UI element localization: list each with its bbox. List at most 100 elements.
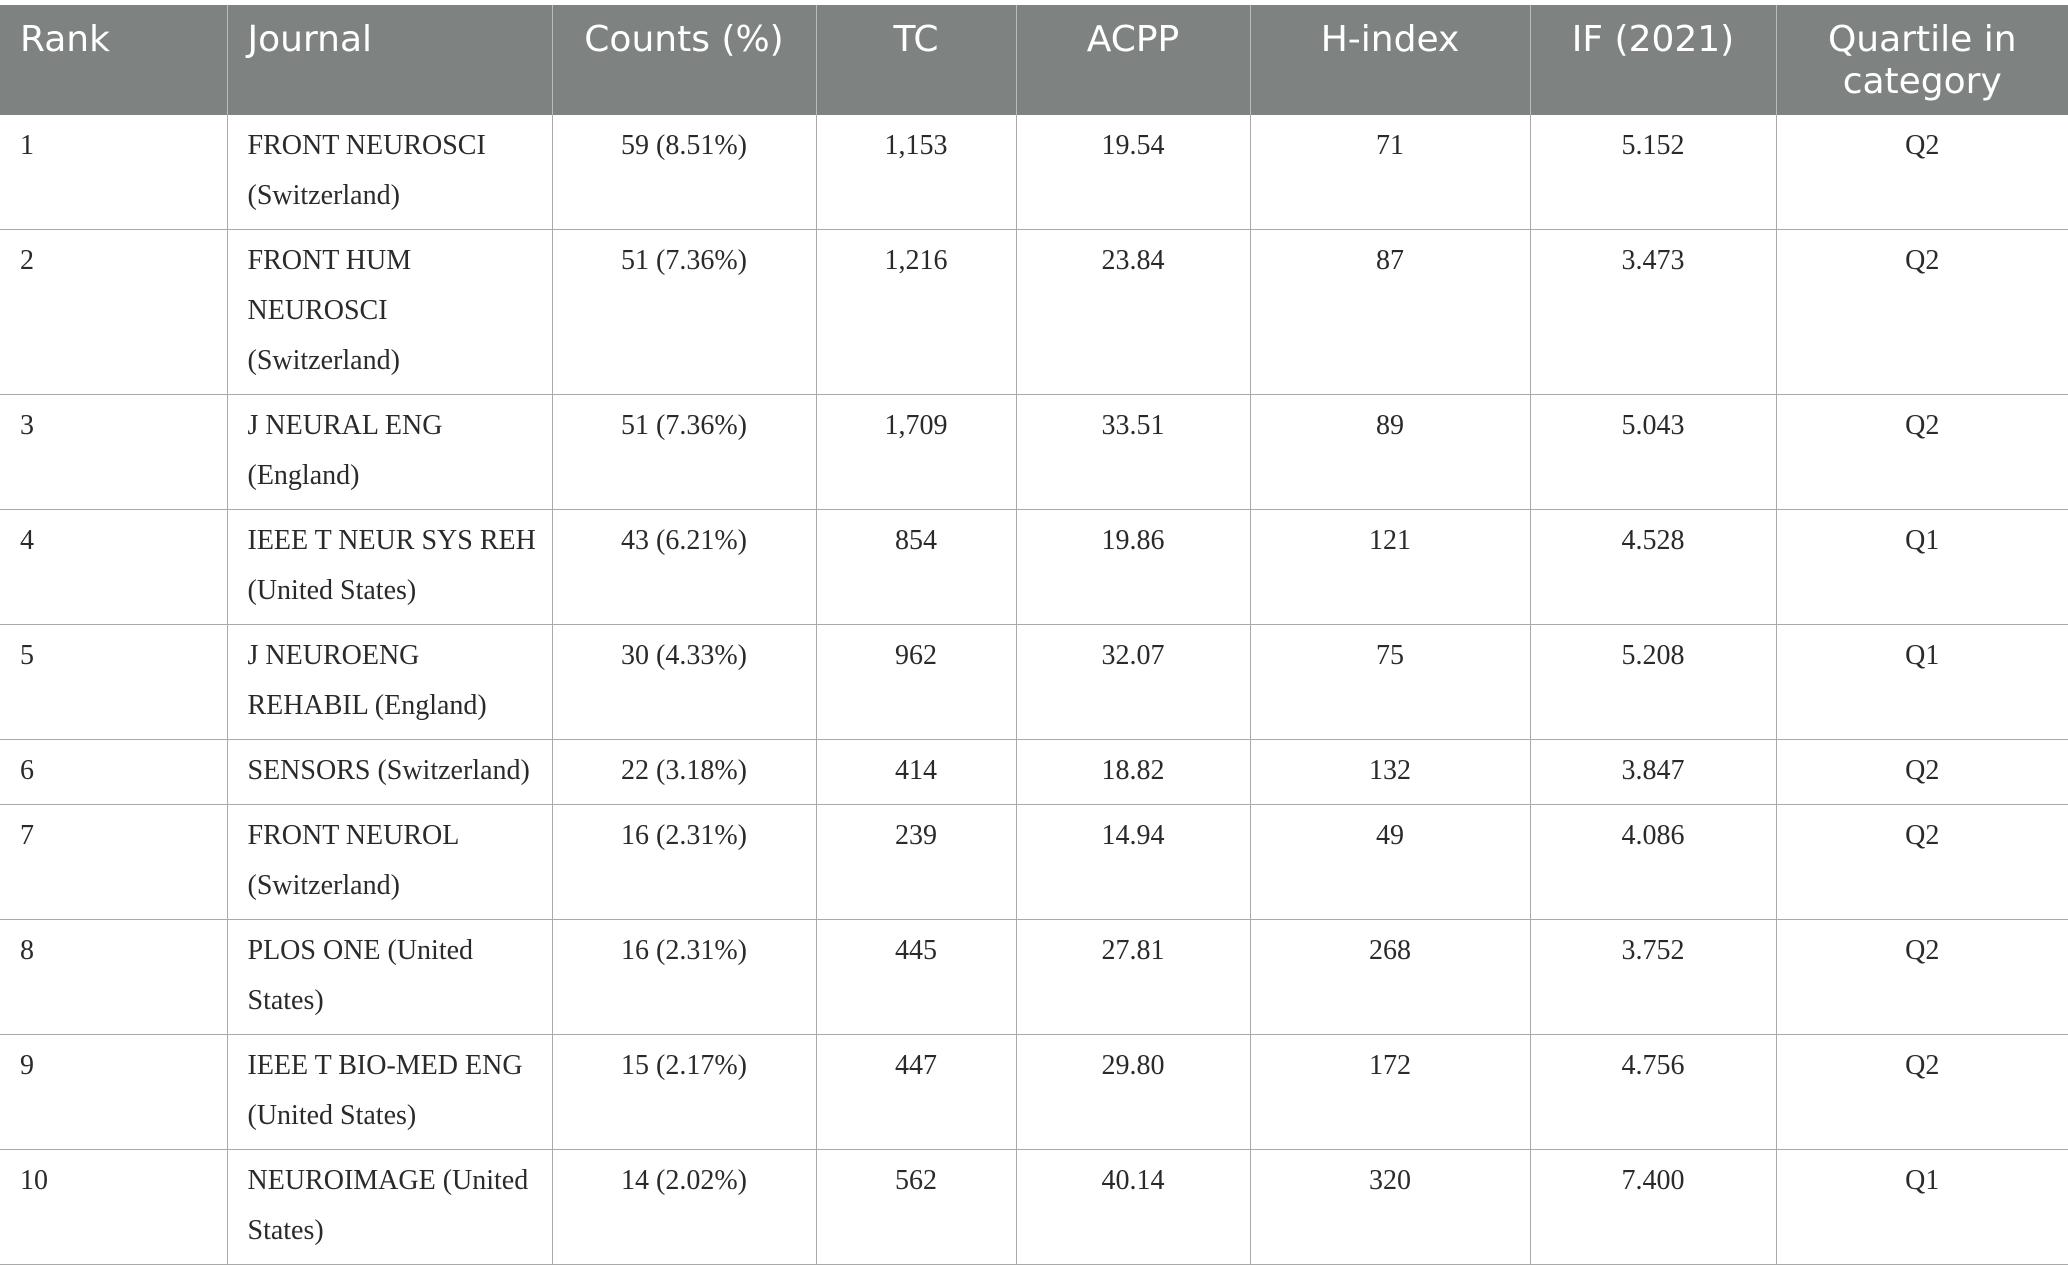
cell-impact-factor: 7.400 bbox=[1529, 1149, 1776, 1265]
cell-rank: 1 bbox=[0, 115, 227, 230]
cell-acpp: 14.94 bbox=[1015, 804, 1250, 920]
cell-quartile: Q2 bbox=[1775, 804, 2068, 920]
cell-h-index: 121 bbox=[1249, 509, 1530, 625]
cell-acpp: 18.82 bbox=[1015, 739, 1250, 805]
journals-table-container: Rank Journal Counts (%) TC ACPP H-index … bbox=[0, 5, 2068, 1265]
header-tc: TC bbox=[815, 5, 1016, 115]
cell-impact-factor: 5.152 bbox=[1529, 115, 1776, 230]
table-row: 8 PLOS ONE (United States) 16 (2.31%) 44… bbox=[0, 919, 2068, 1035]
cell-journal: FRONT NEUROSCI (Switzerland) bbox=[226, 115, 552, 230]
header-impact-factor: IF (2021) bbox=[1529, 5, 1776, 115]
cell-journal: IEEE T NEUR SYS REH (United States) bbox=[226, 509, 552, 625]
cell-quartile: Q2 bbox=[1775, 115, 2068, 230]
cell-h-index: 268 bbox=[1249, 919, 1530, 1035]
cell-impact-factor: 3.752 bbox=[1529, 919, 1776, 1035]
cell-acpp: 40.14 bbox=[1015, 1149, 1250, 1265]
cell-impact-factor: 5.208 bbox=[1529, 624, 1776, 740]
cell-rank: 7 bbox=[0, 804, 227, 920]
cell-journal: J NEUROENG REHABIL (England) bbox=[226, 624, 552, 740]
cell-quartile: Q1 bbox=[1775, 1149, 2068, 1265]
cell-impact-factor: 3.847 bbox=[1529, 739, 1776, 805]
cell-impact-factor: 4.756 bbox=[1529, 1034, 1776, 1150]
cell-tc: 1,709 bbox=[815, 394, 1016, 510]
cell-h-index: 89 bbox=[1249, 394, 1530, 510]
table-row: 9 IEEE T BIO-MED ENG (United States) 15 … bbox=[0, 1034, 2068, 1150]
cell-tc: 854 bbox=[815, 509, 1016, 625]
cell-journal: PLOS ONE (United States) bbox=[226, 919, 552, 1035]
header-row: Rank Journal Counts (%) TC ACPP H-index … bbox=[0, 5, 2068, 115]
cell-counts: 14 (2.02%) bbox=[551, 1149, 816, 1265]
table-row: 3 J NEURAL ENG (England) 51 (7.36%) 1,70… bbox=[0, 394, 2068, 510]
cell-tc: 239 bbox=[815, 804, 1016, 920]
cell-quartile: Q2 bbox=[1775, 919, 2068, 1035]
cell-counts: 16 (2.31%) bbox=[551, 804, 816, 920]
cell-rank: 9 bbox=[0, 1034, 227, 1150]
cell-impact-factor: 4.528 bbox=[1529, 509, 1776, 625]
cell-journal: FRONT NEUROL (Switzerland) bbox=[226, 804, 552, 920]
cell-journal: SENSORS (Switzerland) bbox=[226, 739, 552, 805]
cell-counts: 51 (7.36%) bbox=[551, 394, 816, 510]
cell-rank: 10 bbox=[0, 1149, 227, 1265]
header-h-index: H-index bbox=[1249, 5, 1530, 115]
cell-quartile: Q2 bbox=[1775, 394, 2068, 510]
cell-counts: 15 (2.17%) bbox=[551, 1034, 816, 1150]
cell-journal: J NEURAL ENG (England) bbox=[226, 394, 552, 510]
table-row: 6 SENSORS (Switzerland) 22 (3.18%) 414 1… bbox=[0, 739, 2068, 805]
cell-h-index: 75 bbox=[1249, 624, 1530, 740]
cell-impact-factor: 4.086 bbox=[1529, 804, 1776, 920]
table-row: 7 FRONT NEUROL (Switzerland) 16 (2.31%) … bbox=[0, 804, 2068, 920]
table-row: 4 IEEE T NEUR SYS REH (United States) 43… bbox=[0, 509, 2068, 625]
cell-quartile: Q2 bbox=[1775, 1034, 2068, 1150]
cell-rank: 6 bbox=[0, 739, 227, 805]
cell-counts: 16 (2.31%) bbox=[551, 919, 816, 1035]
table-row: 10 NEUROIMAGE (United States) 14 (2.02%)… bbox=[0, 1149, 2068, 1265]
header-counts: Counts (%) bbox=[551, 5, 816, 115]
cell-h-index: 320 bbox=[1249, 1149, 1530, 1265]
cell-acpp: 27.81 bbox=[1015, 919, 1250, 1035]
table-row: 5 J NEUROENG REHABIL (England) 30 (4.33%… bbox=[0, 624, 2068, 740]
header-quartile: Quartile in category bbox=[1775, 5, 2068, 115]
cell-counts: 30 (4.33%) bbox=[551, 624, 816, 740]
cell-acpp: 32.07 bbox=[1015, 624, 1250, 740]
cell-h-index: 71 bbox=[1249, 115, 1530, 230]
cell-counts: 59 (8.51%) bbox=[551, 115, 816, 230]
cell-acpp: 19.54 bbox=[1015, 115, 1250, 230]
cell-acpp: 23.84 bbox=[1015, 229, 1250, 395]
cell-rank: 5 bbox=[0, 624, 227, 740]
cell-rank: 3 bbox=[0, 394, 227, 510]
cell-quartile: Q2 bbox=[1775, 229, 2068, 395]
cell-h-index: 132 bbox=[1249, 739, 1530, 805]
cell-quartile: Q1 bbox=[1775, 624, 2068, 740]
cell-tc: 1,216 bbox=[815, 229, 1016, 395]
cell-counts: 51 (7.36%) bbox=[551, 229, 816, 395]
cell-impact-factor: 3.473 bbox=[1529, 229, 1776, 395]
cell-journal: FRONT HUM NEUROSCI (Switzerland) bbox=[226, 229, 552, 395]
cell-rank: 4 bbox=[0, 509, 227, 625]
cell-tc: 962 bbox=[815, 624, 1016, 740]
cell-tc: 562 bbox=[815, 1149, 1016, 1265]
cell-acpp: 29.80 bbox=[1015, 1034, 1250, 1150]
cell-acpp: 19.86 bbox=[1015, 509, 1250, 625]
header-rank: Rank bbox=[0, 5, 227, 115]
cell-tc: 1,153 bbox=[815, 115, 1016, 230]
cell-quartile: Q2 bbox=[1775, 739, 2068, 805]
cell-rank: 8 bbox=[0, 919, 227, 1035]
cell-counts: 43 (6.21%) bbox=[551, 509, 816, 625]
table-body: 1 FRONT NEUROSCI (Switzerland) 59 (8.51%… bbox=[0, 115, 2068, 1265]
cell-tc: 445 bbox=[815, 919, 1016, 1035]
header-journal: Journal bbox=[226, 5, 552, 115]
cell-journal: IEEE T BIO-MED ENG (United States) bbox=[226, 1034, 552, 1150]
cell-quartile: Q1 bbox=[1775, 509, 2068, 625]
table-row: 2 FRONT HUM NEUROSCI (Switzerland) 51 (7… bbox=[0, 229, 2068, 395]
cell-tc: 414 bbox=[815, 739, 1016, 805]
cell-journal: NEUROIMAGE (United States) bbox=[226, 1149, 552, 1265]
cell-impact-factor: 5.043 bbox=[1529, 394, 1776, 510]
header-acpp: ACPP bbox=[1015, 5, 1250, 115]
cell-rank: 2 bbox=[0, 229, 227, 395]
table-row: 1 FRONT NEUROSCI (Switzerland) 59 (8.51%… bbox=[0, 115, 2068, 230]
cell-tc: 447 bbox=[815, 1034, 1016, 1150]
table-header: Rank Journal Counts (%) TC ACPP H-index … bbox=[0, 5, 2068, 115]
cell-h-index: 49 bbox=[1249, 804, 1530, 920]
cell-counts: 22 (3.18%) bbox=[551, 739, 816, 805]
cell-h-index: 172 bbox=[1249, 1034, 1530, 1150]
